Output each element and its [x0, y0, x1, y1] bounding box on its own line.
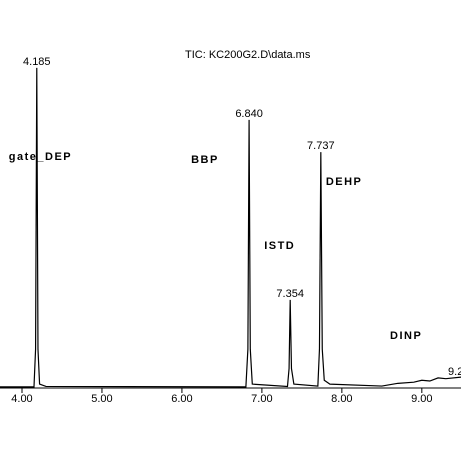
x-tick-label: 9.00 — [411, 393, 432, 405]
peak-label: 4.185 — [23, 56, 51, 68]
x-tick-label: 4.00 — [11, 393, 32, 405]
compound-name: ISTD — [264, 240, 295, 252]
x-tick-label: 5.00 — [91, 393, 112, 405]
x-tick-label: 6.00 — [171, 393, 192, 405]
peak-label: 7.354 — [276, 288, 304, 300]
compound-name: BBP — [191, 154, 219, 166]
compound-name: gate_DEP — [9, 151, 72, 163]
signal-line — [0, 67, 461, 388]
x-tick-label: 8.00 — [331, 393, 352, 405]
peak-label: 9.203 — [448, 366, 461, 378]
compound-name: DEHP — [326, 176, 363, 188]
peak-label: 6.840 — [235, 108, 263, 120]
x-tick-label: 7.00 — [251, 393, 272, 405]
peak-label: 7.737 — [307, 140, 335, 152]
compound-name: DINP — [390, 330, 422, 342]
chart-title: TIC: KC200G2.D\data.ms — [185, 49, 311, 61]
